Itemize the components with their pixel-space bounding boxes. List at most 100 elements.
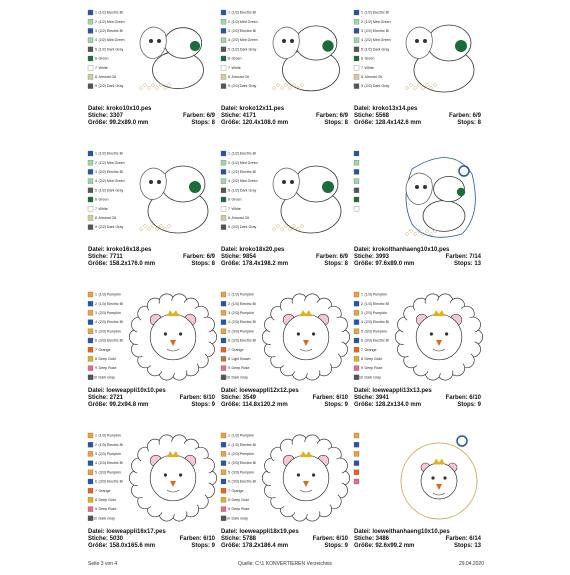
eye [312, 473, 316, 477]
stop-number: 6 [95, 57, 97, 61]
color-swatch [353, 74, 360, 80]
color-name: (1/2) Electric Bl [232, 11, 257, 15]
color-swatch [87, 224, 94, 230]
stop-count: Stops: 9 [191, 402, 215, 408]
stop-number: 8 [95, 75, 97, 79]
color-name: (2/2) Mint Green [232, 38, 258, 42]
color-name: Almond Oil [232, 75, 250, 79]
color-name: (2/2) Electric Bl [365, 29, 390, 33]
spike [276, 224, 280, 228]
color-swatch [87, 196, 94, 203]
color-swatch [87, 347, 94, 353]
face [282, 313, 330, 361]
stop-number: 9 [361, 366, 363, 370]
color-name: (1/2) Electric Bl [232, 152, 257, 156]
color-swatch [87, 19, 94, 25]
spike [163, 227, 167, 231]
face [405, 26, 433, 59]
color-swatch [220, 169, 227, 175]
color-swatch [220, 497, 227, 503]
stop-number: 10 [226, 516, 230, 520]
stop-number: 2 [228, 20, 230, 24]
stop-number: 3 [228, 311, 230, 315]
spike [421, 232, 425, 236]
color-name: (2/2) Mint Green [365, 38, 391, 42]
color-name: White [99, 66, 108, 70]
stop-number: 9 [95, 84, 97, 88]
color-swatch [87, 150, 94, 157]
design-card: 1 (1/3) Pumpkin 2 (1/3) Electric Bl 3 (2/3) P… [220, 291, 351, 408]
stop-number: 7 [95, 207, 97, 211]
color-swatch [87, 55, 94, 62]
stop-number: 4 [95, 320, 97, 324]
stop-number: 4 [361, 320, 363, 324]
color-name: (1/3) Electric Bl [99, 302, 124, 306]
color-name: Almond Oil [99, 75, 117, 79]
color-name: (2/2) Electric Bl [99, 29, 124, 33]
color-name: (3/3) Electric Bl [99, 339, 124, 343]
color-name: (1/3) Electric Bl [99, 443, 124, 447]
color-name: Dark Gray [99, 516, 116, 520]
color-swatch [353, 451, 360, 457]
color-swatch [87, 46, 94, 52]
color-count: Farben: 6/10 [313, 536, 349, 542]
color-swatch [220, 488, 227, 494]
stop-number: 7 [95, 66, 97, 70]
stop-number: 4 [228, 179, 230, 183]
color-swatch [353, 442, 360, 448]
body [422, 200, 466, 232]
face [272, 167, 300, 200]
stop-count: Stops: 13 [454, 543, 482, 549]
nose [303, 481, 309, 487]
color-swatch [353, 291, 360, 298]
color-swatch [87, 356, 94, 362]
spike [296, 227, 300, 231]
color-swatch [353, 160, 360, 166]
color-swatch [353, 206, 360, 212]
color-name: (2/3) Electric Bl [232, 320, 257, 324]
file-name: Datei: kroko18x20.pes [221, 247, 285, 253]
spike [292, 224, 296, 228]
color-name: (2/2) Dark Gray [99, 225, 124, 229]
stop-number: 2 [361, 20, 363, 24]
stop-count: Stops: 13 [454, 261, 482, 267]
mouth [299, 348, 313, 352]
color-name: Green [99, 57, 109, 61]
mouth [432, 492, 446, 496]
eye [312, 332, 316, 336]
color-swatch [220, 65, 227, 71]
stop-number: 7 [228, 489, 230, 493]
design-size: Größe: 99.2x89.0 mm [88, 120, 148, 126]
color-swatch [87, 169, 94, 175]
stitch-count: Stiche: 3549 [221, 395, 257, 401]
color-swatch [87, 515, 94, 521]
stop-number: 3 [95, 311, 97, 315]
color-name: (3/3) Pumpkin [365, 329, 387, 333]
color-swatch [87, 9, 94, 16]
ear [322, 40, 334, 52]
stop-number: 8 [95, 498, 97, 502]
color-name: Dark Gray [232, 516, 249, 520]
stitch-count: Stiche: 9854 [221, 254, 257, 260]
color-swatch [87, 442, 94, 448]
color-swatch [87, 291, 94, 298]
crown [167, 451, 179, 458]
color-name: (1/3) Pumpkin [99, 434, 121, 438]
stop-count: Stops: 8 [457, 120, 481, 126]
color-count: Farben: 6/9 [316, 254, 349, 260]
stop-count: Stops: 8 [324, 261, 348, 267]
color-swatch [353, 478, 360, 485]
stop-number: 6 [95, 480, 97, 484]
color-count: Farben: 6/10 [313, 395, 349, 401]
spike [421, 86, 425, 90]
file-name: Datei: loeweappli12x12.pes [221, 388, 299, 394]
eye [179, 332, 183, 336]
eye [429, 332, 433, 336]
color-swatch [220, 478, 227, 485]
mouth [432, 348, 446, 352]
color-swatch [353, 187, 360, 193]
stop-number: 9 [95, 225, 97, 229]
stop-number: 2 [95, 20, 97, 24]
file-name: Datei: loeweappli10x10.pes [88, 388, 166, 394]
stop-number: 5 [95, 188, 97, 192]
